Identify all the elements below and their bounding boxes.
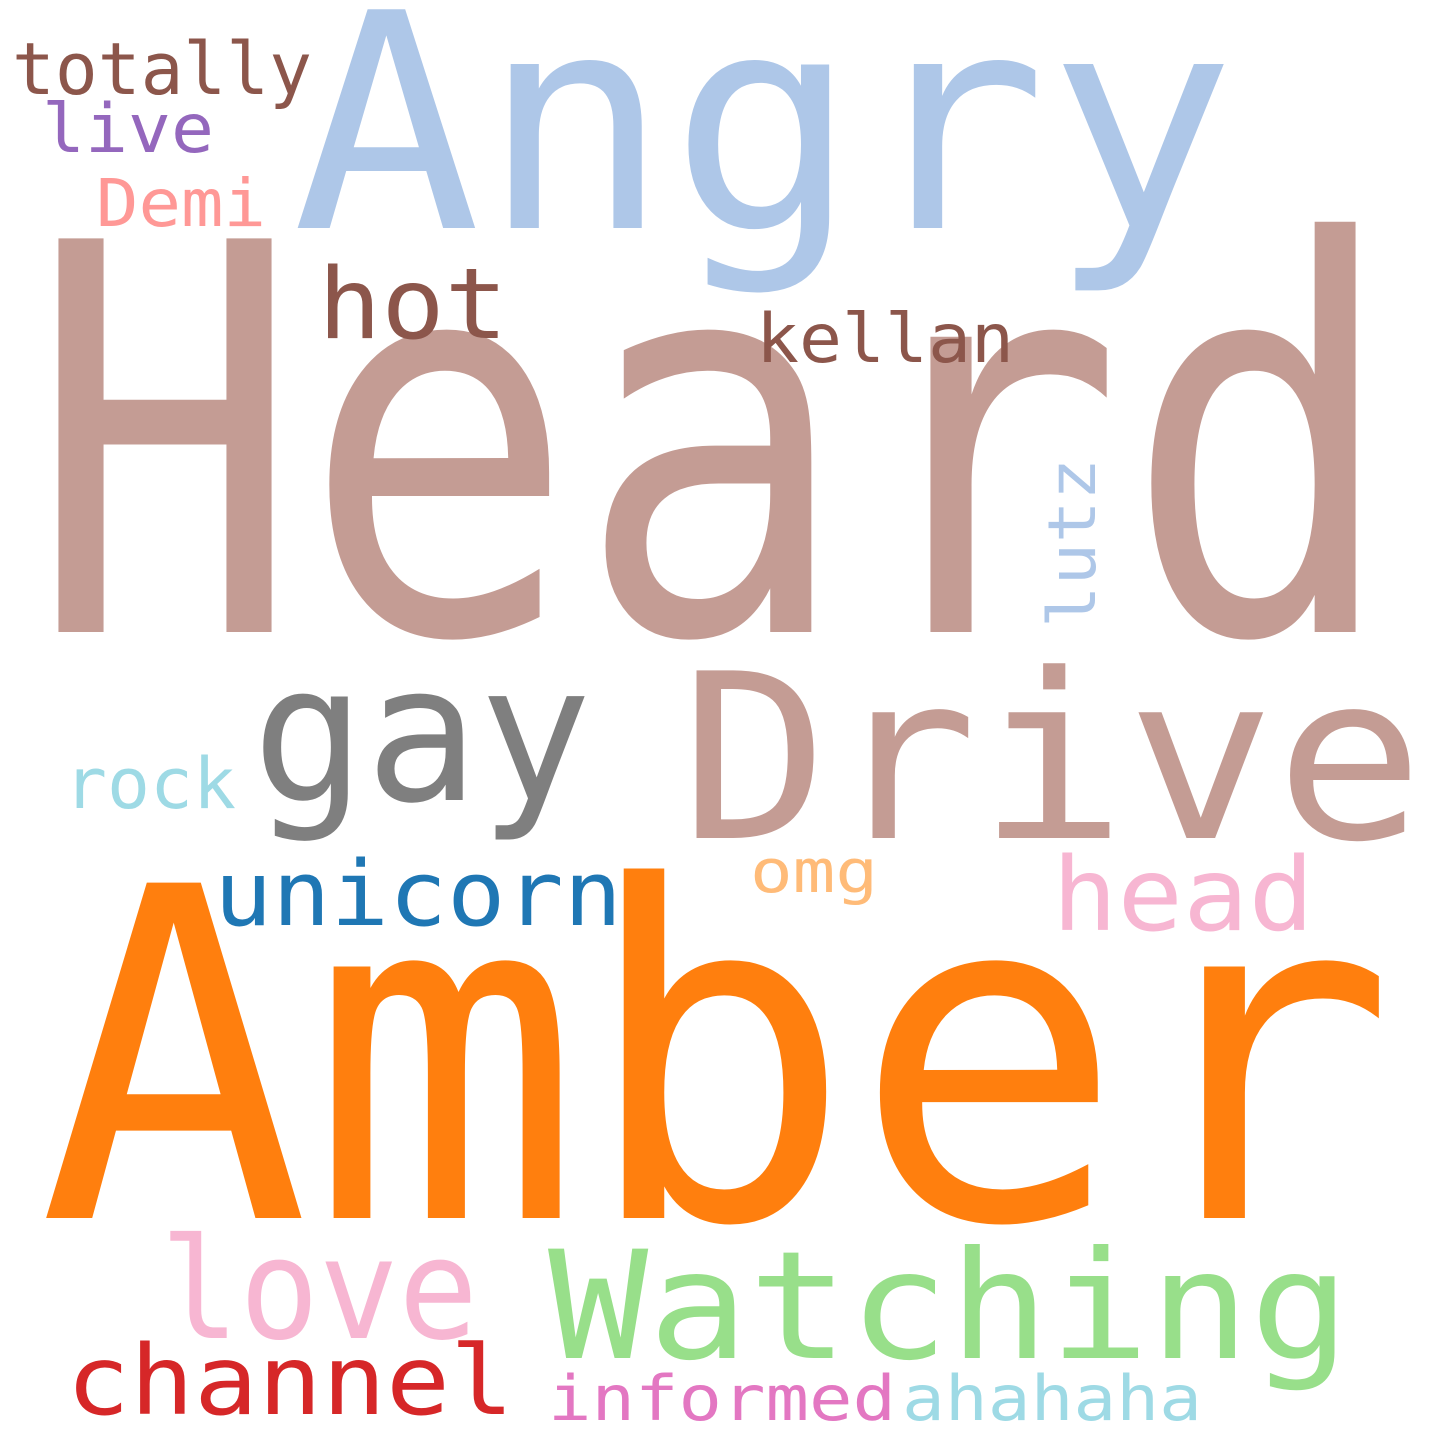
word-kellan: kellan [756,300,1014,379]
word-hot: hot [318,248,508,362]
word-amber: Amber [38,792,1396,1327]
word-totally: totally [12,27,312,111]
word-angry: Angry [292,0,1236,299]
word-informed: informed [548,1362,896,1435]
word-ahahaha: ahahaha [902,1362,1202,1435]
word-watching: Watching [548,1220,1350,1394]
word-live: live [42,90,214,169]
word-demi: Demi [96,165,266,242]
word-head: head [1052,836,1314,955]
word-gay: gay [252,624,592,845]
word-love: love [160,1209,478,1372]
word-omg: omg [750,837,878,907]
word-lutz: lutz [1034,458,1111,628]
word-rock: rock [64,743,236,825]
word-unicorn: unicorn [214,842,622,947]
word-drive: Drive [680,626,1424,893]
word-channel: channel [66,1325,514,1437]
word-heard: Heard [28,132,1398,760]
